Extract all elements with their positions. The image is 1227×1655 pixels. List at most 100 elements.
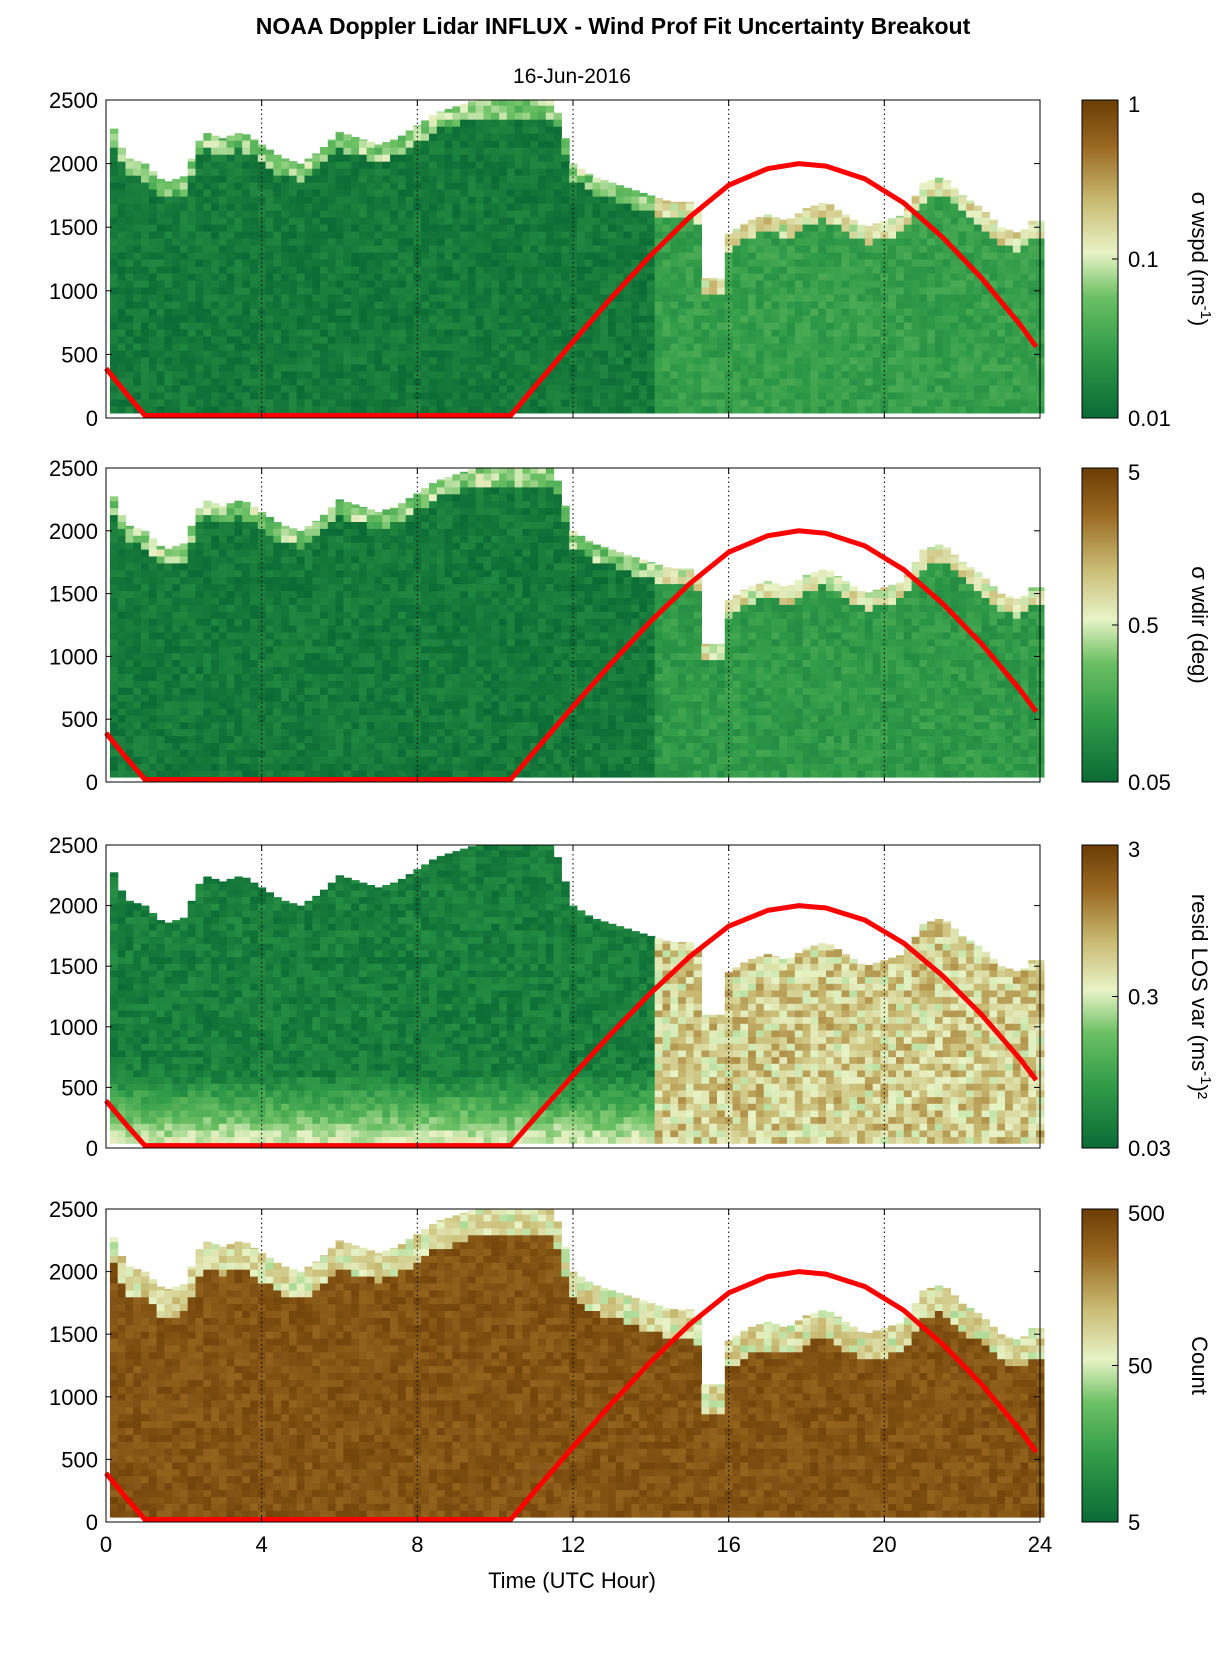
heatmap-cell — [156, 611, 165, 619]
heatmap-cell — [164, 196, 173, 204]
heatmap-cell — [343, 273, 352, 281]
heatmap-cell — [1012, 356, 1022, 365]
heatmap-cell — [436, 273, 446, 281]
heatmap-cell — [857, 252, 866, 260]
heatmap-cell — [569, 175, 578, 183]
heatmap-cell — [740, 377, 749, 386]
heatmap-cell — [475, 224, 485, 232]
heatmap-cell — [397, 322, 407, 330]
heatmap-cell — [335, 322, 344, 330]
heatmap-cell — [755, 329, 765, 337]
heatmap-cell — [421, 356, 430, 365]
heatmap-cell — [849, 405, 858, 414]
heatmap-cell — [164, 569, 173, 578]
heatmap-cell — [250, 301, 259, 309]
heatmap-cell — [755, 336, 765, 344]
heatmap-cell — [109, 680, 119, 688]
heatmap-cell — [109, 652, 119, 661]
heatmap-cell — [125, 356, 134, 365]
heatmap-cell — [732, 245, 741, 253]
heatmap-cell — [483, 140, 492, 148]
heatmap-cell — [351, 245, 360, 253]
heatmap-cell — [211, 336, 220, 344]
heatmap-cell — [351, 147, 360, 155]
heatmap-cell — [273, 343, 282, 351]
heatmap-cell — [172, 391, 181, 400]
heatmap-cell — [631, 398, 640, 407]
heatmap-cell — [109, 294, 119, 302]
heatmap-cell — [506, 266, 516, 274]
heatmap-cell — [608, 252, 617, 260]
y-tick-label: 2500 — [49, 88, 98, 113]
heatmap-cell — [950, 349, 959, 358]
heatmap-cell — [218, 763, 228, 771]
heatmap-cell — [592, 301, 601, 309]
heatmap-cell — [218, 391, 228, 400]
heatmap-cell — [475, 140, 485, 148]
heatmap-cell — [109, 363, 119, 372]
heatmap-cell — [187, 301, 197, 309]
heatmap-cell — [343, 161, 352, 169]
heatmap-cell — [234, 259, 243, 267]
heatmap-cell — [771, 224, 780, 232]
heatmap-cell — [662, 301, 671, 309]
heatmap-cell — [257, 673, 267, 681]
heatmap-cell — [211, 721, 220, 730]
heatmap-cell — [141, 356, 150, 365]
heatmap-cell — [109, 238, 119, 246]
heatmap-cell — [927, 238, 936, 246]
heatmap-cell — [242, 336, 251, 344]
heatmap-cell — [810, 349, 819, 358]
heatmap-cell — [156, 301, 165, 309]
heatmap-cell — [538, 161, 547, 169]
heatmap-cell — [888, 280, 897, 288]
heatmap-cell — [934, 280, 944, 288]
heatmap-cell — [460, 391, 469, 400]
heatmap-cell — [678, 280, 687, 288]
heatmap-cell — [226, 377, 235, 386]
heatmap-cell — [467, 133, 477, 141]
heatmap-cell — [327, 343, 337, 351]
heatmap-cell — [390, 182, 399, 190]
heatmap-cell — [1005, 363, 1014, 372]
heatmap-cell — [576, 203, 586, 211]
heatmap-cell — [164, 611, 173, 619]
heatmap-cell — [226, 315, 235, 323]
heatmap-cell — [833, 398, 843, 407]
heatmap-cell — [763, 349, 773, 358]
heatmap-cell — [195, 756, 204, 764]
heatmap-cell — [320, 252, 329, 260]
heatmap-cell — [514, 377, 523, 386]
heatmap-cell — [156, 659, 165, 667]
heatmap-cell — [436, 391, 446, 400]
heatmap-cell — [608, 217, 617, 225]
heatmap-cell — [257, 238, 267, 246]
heatmap-cell — [397, 217, 407, 225]
heatmap-cell — [491, 224, 500, 232]
heatmap-cell — [997, 315, 1006, 323]
heatmap-cell — [133, 652, 142, 661]
heatmap-cell — [436, 182, 446, 190]
heatmap-cell — [896, 252, 905, 260]
heatmap-cell — [608, 370, 617, 379]
heatmap-cell — [989, 245, 998, 253]
heatmap-cell — [351, 322, 360, 330]
heatmap-cell — [296, 182, 306, 190]
heatmap-cell — [359, 175, 368, 183]
heatmap-cell — [927, 231, 936, 239]
heatmap-cell — [382, 182, 391, 190]
heatmap-cell — [670, 259, 679, 267]
heatmap-cell — [429, 147, 438, 155]
heatmap-cell — [654, 287, 664, 295]
heatmap-cell — [172, 315, 181, 323]
heatmap-cell — [740, 322, 749, 330]
heatmap-cell — [327, 315, 337, 323]
heatmap-cell — [343, 363, 352, 372]
heatmap-cell — [242, 625, 251, 633]
heatmap-cell — [141, 259, 150, 267]
heatmap-cell — [576, 238, 586, 246]
heatmap-cell — [1028, 220, 1037, 225]
heatmap-cell — [506, 154, 516, 162]
heatmap-cell — [109, 770, 119, 778]
heatmap-cell — [226, 175, 235, 183]
